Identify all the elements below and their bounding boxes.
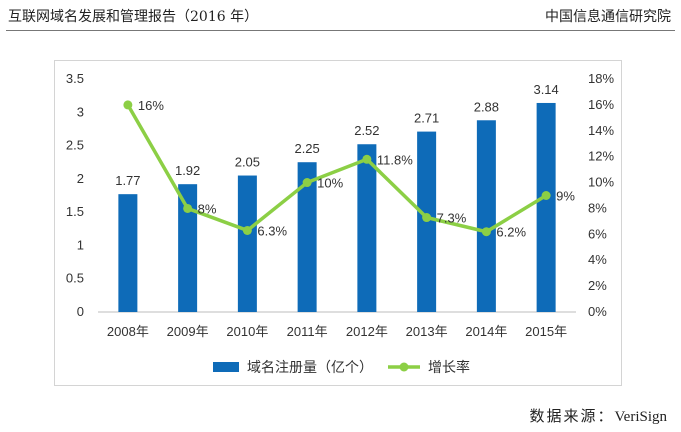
y-left-tick-label: 2.5 <box>66 138 84 153</box>
y-right-tick-label: 18% <box>588 71 614 86</box>
y-left-tick-label: 3 <box>77 104 84 119</box>
bar <box>357 144 377 312</box>
bar <box>297 162 317 312</box>
line-point <box>302 178 312 188</box>
y-right-tick-label: 4% <box>588 252 607 267</box>
y-left-tick-label: 2 <box>77 171 84 186</box>
bar-data-label: 1.77 <box>115 173 140 188</box>
line-point <box>422 213 432 223</box>
x-tick-label: 2009年 <box>167 324 209 339</box>
data-source-label: 数据来源： <box>529 407 615 425</box>
header-divider <box>6 30 675 31</box>
line-data-label: 6.3% <box>257 223 287 238</box>
y-left-tick-label: 0.5 <box>66 271 84 286</box>
line-data-label: 11.8% <box>377 152 413 167</box>
y-left-tick-label: 1.5 <box>66 204 84 219</box>
y-right-tick-label: 6% <box>588 226 607 241</box>
legend-bar-label: 域名注册量（亿个） <box>247 359 373 375</box>
line-data-label: 7.3% <box>437 211 467 226</box>
y-left-tick-label: 0 <box>77 304 84 319</box>
chart-frame <box>54 60 622 386</box>
bar-data-label: 2.05 <box>235 155 260 170</box>
legend-bar-swatch <box>213 362 239 372</box>
bar <box>536 102 556 312</box>
line-data-label: 9% <box>556 189 575 204</box>
x-tick-label: 2015年 <box>525 324 567 339</box>
data-source-value: VeriSign <box>614 409 668 425</box>
line-data-label: 6.2% <box>496 225 526 240</box>
line-point <box>242 225 252 235</box>
bar <box>237 175 257 312</box>
legend-line-marker <box>399 362 409 372</box>
bar-data-label: 2.71 <box>414 111 439 126</box>
y-right-tick-label: 16% <box>588 97 614 112</box>
bar <box>118 194 138 312</box>
line-data-label: 16% <box>138 98 164 113</box>
legend-line-label: 增长率 <box>428 359 470 375</box>
growth-rate-line <box>126 104 548 234</box>
bar-data-label: 2.52 <box>354 123 379 138</box>
data-source: 数据来源：VeriSign <box>529 405 667 426</box>
y-right-tick-label: 8% <box>588 200 607 215</box>
line-data-label: 10% <box>317 176 343 191</box>
line-point <box>183 203 193 213</box>
bar-data-label: 3.14 <box>533 82 558 97</box>
x-tick-label: 2013年 <box>406 324 448 339</box>
x-tick-label: 2008年 <box>107 324 149 339</box>
y-right-tick-label: 0% <box>588 304 607 319</box>
line-point <box>481 227 491 237</box>
line-point <box>362 154 372 164</box>
bar <box>178 184 198 312</box>
bar <box>476 120 496 312</box>
line-data-label: 8% <box>198 201 217 216</box>
x-tick-label: 2010年 <box>226 324 268 339</box>
y-right-tick-label: 10% <box>588 175 614 190</box>
line-point <box>123 100 133 110</box>
x-tick-label: 2014年 <box>465 324 507 339</box>
bar-data-label: 2.25 <box>294 141 319 156</box>
organization-name: 中国信息通信研究院 <box>545 9 671 25</box>
y-right-tick-label: 2% <box>588 278 607 293</box>
y-right-tick-label: 14% <box>588 123 614 138</box>
y-left-tick-label: 3.5 <box>66 71 84 86</box>
line-point <box>541 191 551 200</box>
report-title: 互联网域名发展和管理报告（2016 年） <box>8 9 259 25</box>
y-left-tick-label: 1 <box>77 237 84 252</box>
x-tick-label: 2011年 <box>287 324 328 339</box>
bar-data-label: 1.92 <box>175 163 200 178</box>
y-right-tick-label: 12% <box>588 149 614 164</box>
x-tick-label: 2012年 <box>346 324 388 339</box>
bar-data-label: 2.88 <box>474 99 499 114</box>
